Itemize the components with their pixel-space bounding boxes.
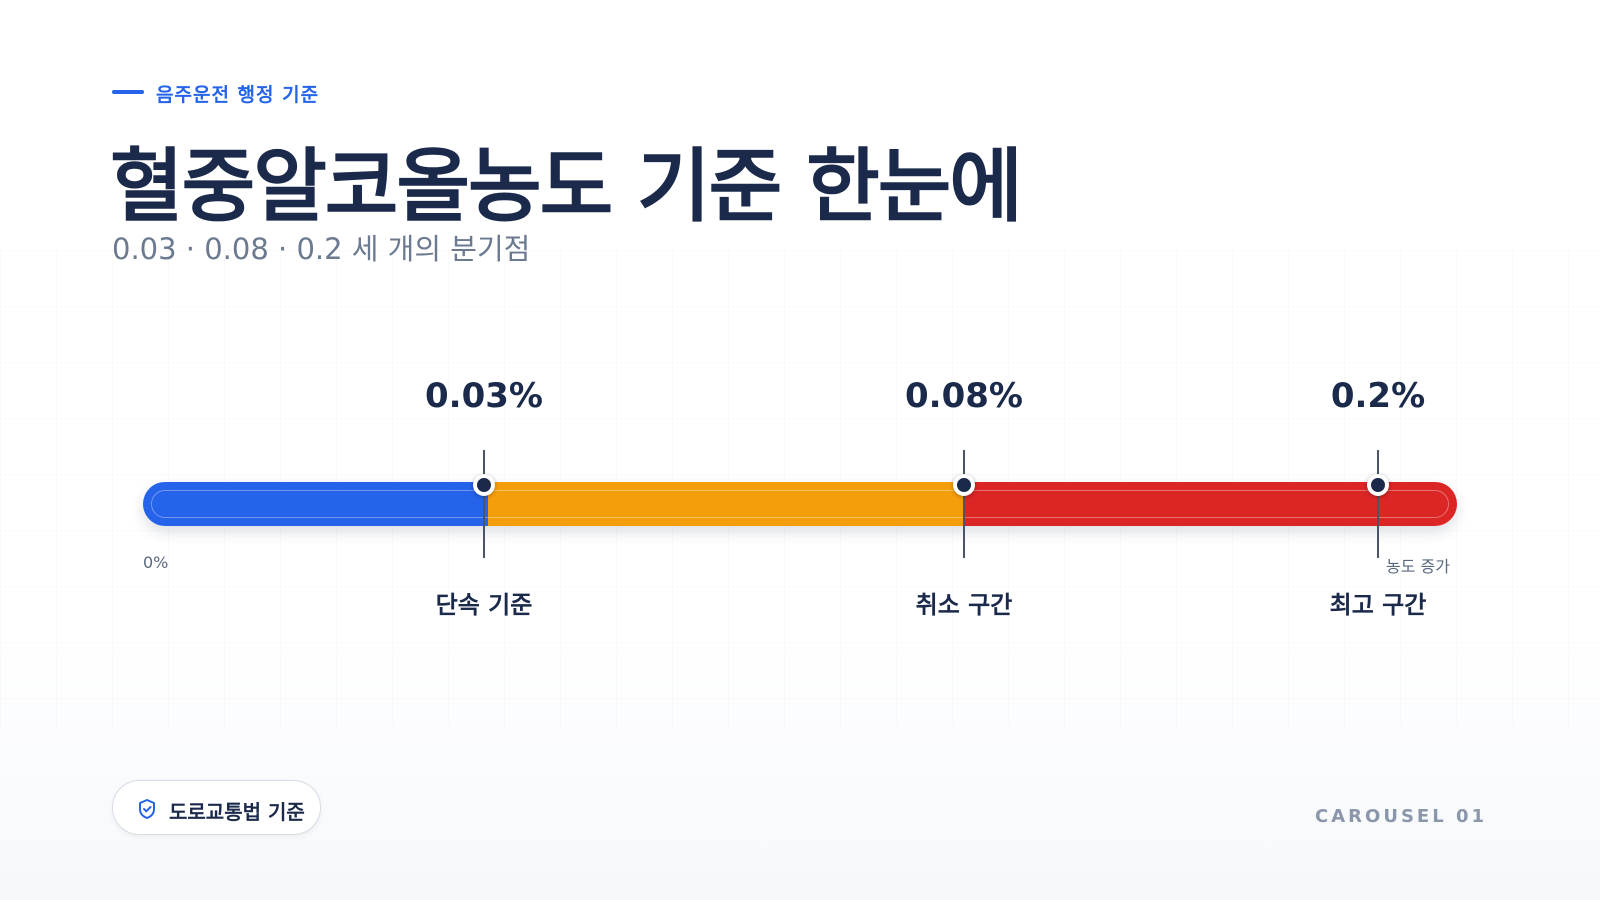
marker-value: 0.03% xyxy=(425,376,543,416)
kicker-accent xyxy=(112,90,144,94)
concentration-bar xyxy=(143,482,1457,526)
bar-highlight xyxy=(151,490,1449,518)
page-label: CAROUSEL 01 xyxy=(1315,806,1487,827)
marker-tick xyxy=(1377,450,1379,558)
scale-end: 농도 증가 xyxy=(1386,557,1450,576)
scale-start: 0% xyxy=(143,553,169,572)
marker-label: 단속 기준 xyxy=(435,591,533,619)
kicker: 음주운전 행정 기준 xyxy=(156,84,320,106)
marker-value: 0.08% xyxy=(905,376,1023,416)
badge-text: 도로교통법 기준 xyxy=(169,800,305,824)
marker-dot xyxy=(473,474,495,496)
bar-segment-blue xyxy=(143,482,488,526)
marker-label: 최고 구간 xyxy=(1329,591,1427,619)
bar-segment-orange xyxy=(488,482,965,526)
subtitle: 0.03 · 0.08 · 0.2 세 개의 분기점 xyxy=(112,232,531,266)
marker-dot xyxy=(953,474,975,496)
marker-label: 취소 구간 xyxy=(915,591,1013,619)
shield-icon xyxy=(139,799,155,819)
marker-dot xyxy=(1367,474,1389,496)
title: 혈중알코올농도 기준 한눈에 xyxy=(110,140,1023,233)
marker-tick xyxy=(483,450,485,558)
source-badge: 도로교통법 기준 xyxy=(112,780,321,835)
marker-value: 0.2% xyxy=(1330,376,1426,416)
marker-tick xyxy=(963,450,965,558)
